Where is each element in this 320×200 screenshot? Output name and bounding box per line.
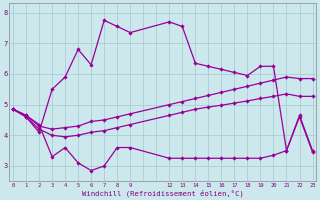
X-axis label: Windchill (Refroidissement éolien,°C): Windchill (Refroidissement éolien,°C): [82, 189, 244, 197]
